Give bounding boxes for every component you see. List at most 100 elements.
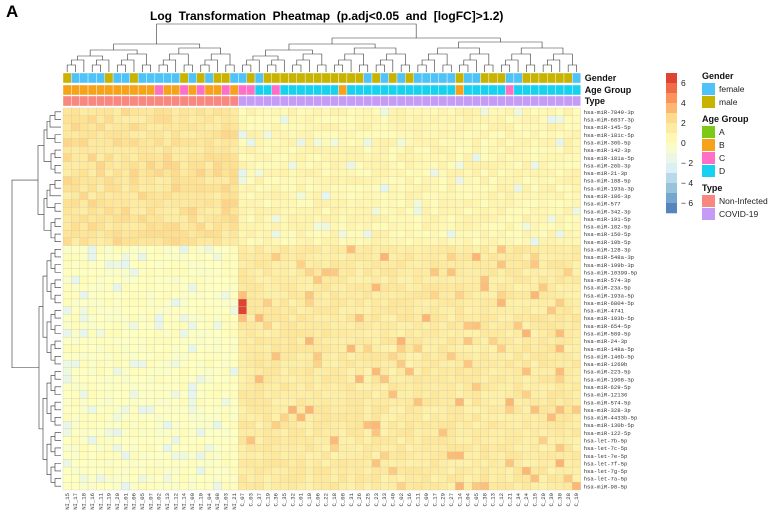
heatmap-cell [547, 444, 556, 452]
heatmap-cell [263, 115, 272, 124]
heatmap-cell [396, 444, 406, 452]
heatmap-cell [279, 428, 289, 437]
row-label: hsa-miR-1260b [584, 361, 628, 368]
heatmap-cell [221, 359, 231, 368]
heatmap-cell [137, 321, 147, 330]
heatmap-cell [363, 329, 373, 338]
heatmap-cell [388, 153, 398, 162]
heatmap-cell [104, 230, 114, 239]
heatmap-cell [572, 283, 581, 292]
heatmap-cell [62, 130, 72, 139]
heatmap-cell [96, 428, 105, 437]
heatmap-cell [330, 337, 339, 345]
heatmap-cell [296, 237, 306, 246]
annotation-cell [330, 95, 339, 107]
heatmap-cell [471, 306, 481, 315]
heatmap-cell [163, 260, 172, 269]
heatmap-cell [246, 444, 256, 452]
heatmap-cell [572, 298, 581, 307]
heatmap-cell [304, 421, 314, 430]
heatmap-cell [547, 115, 556, 124]
heatmap-cell [188, 176, 197, 185]
heatmap-cell [129, 344, 139, 353]
dendrogram-branch [288, 43, 376, 50]
heatmap-cell [505, 436, 515, 445]
heatmap-cell [238, 115, 247, 124]
annotation-cell [204, 84, 214, 96]
dendrogram-branch [54, 401, 61, 411]
heatmap-cell [263, 138, 272, 147]
heatmap-cell [137, 413, 147, 422]
heatmap-cell [572, 359, 581, 368]
column-label: C_24 [523, 492, 530, 506]
heatmap-cell [388, 283, 398, 292]
heatmap-cell [213, 268, 222, 277]
heatmap-cell [555, 428, 565, 437]
heatmap-cell [288, 466, 297, 475]
annotation-cell [355, 95, 364, 107]
heatmap-cell [221, 115, 231, 124]
heatmap-cell [154, 245, 164, 254]
color-scale-swatch [666, 123, 677, 134]
heatmap-cell [555, 161, 565, 170]
heatmap-cell [463, 321, 473, 330]
heatmap-cell [563, 398, 573, 407]
heatmap-cell [271, 459, 281, 468]
color-scale-swatch [666, 93, 677, 104]
heatmap-cell [229, 444, 239, 452]
heatmap-cell [346, 375, 356, 384]
heatmap-cell [421, 428, 431, 437]
heatmap-cell [254, 245, 264, 254]
heatmap-cell [538, 398, 548, 407]
heatmap-cell [438, 314, 448, 323]
heatmap-cell [87, 168, 97, 177]
heatmap-cell [480, 146, 490, 154]
heatmap-cell [346, 314, 356, 323]
heatmap-cell [221, 275, 231, 284]
heatmap-cell [480, 359, 490, 368]
heatmap-cell [321, 291, 331, 300]
legend-swatch [702, 139, 715, 151]
heatmap-cell [463, 153, 473, 162]
heatmap-cell [547, 321, 556, 330]
heatmap-cell [438, 291, 448, 300]
heatmap-cell [396, 168, 406, 177]
heatmap-cell [346, 466, 356, 475]
heatmap-cell [154, 237, 164, 246]
heatmap-cell [371, 390, 381, 399]
heatmap-cell [154, 283, 164, 292]
dendrogram-branch [505, 59, 519, 72]
heatmap-cell [163, 184, 172, 193]
heatmap-cell [304, 321, 314, 330]
heatmap-cell [446, 268, 456, 277]
heatmap-cell [413, 291, 423, 300]
heatmap-cell [271, 161, 281, 170]
heatmap-cell [246, 237, 256, 246]
legend-item-label: Non-Infected [719, 196, 768, 206]
heatmap-cell [179, 123, 189, 132]
heatmap-cell [371, 123, 381, 132]
heatmap-cell [555, 146, 565, 154]
heatmap-cell [271, 474, 281, 483]
heatmap-cell [438, 482, 448, 491]
heatmap-cell [313, 207, 323, 216]
heatmap-cell [421, 298, 431, 307]
heatmap-cell [213, 291, 222, 300]
heatmap-cell [288, 153, 297, 162]
annotation-cell [271, 72, 281, 84]
dendrogram-branch [183, 64, 193, 72]
heatmap-cell [371, 482, 381, 491]
annotation-cell [87, 95, 97, 107]
heatmap-cell [104, 375, 114, 384]
heatmap-cell [363, 451, 373, 460]
annotation-cell [530, 84, 540, 96]
heatmap-cell [146, 398, 156, 407]
heatmap-cell [497, 161, 506, 170]
heatmap-cell [71, 230, 80, 239]
dendrogram-branch [46, 321, 51, 353]
heatmap-cell [338, 352, 348, 361]
heatmap-cell [87, 444, 97, 452]
heatmap-cell [463, 245, 473, 254]
heatmap-cell [204, 329, 214, 338]
